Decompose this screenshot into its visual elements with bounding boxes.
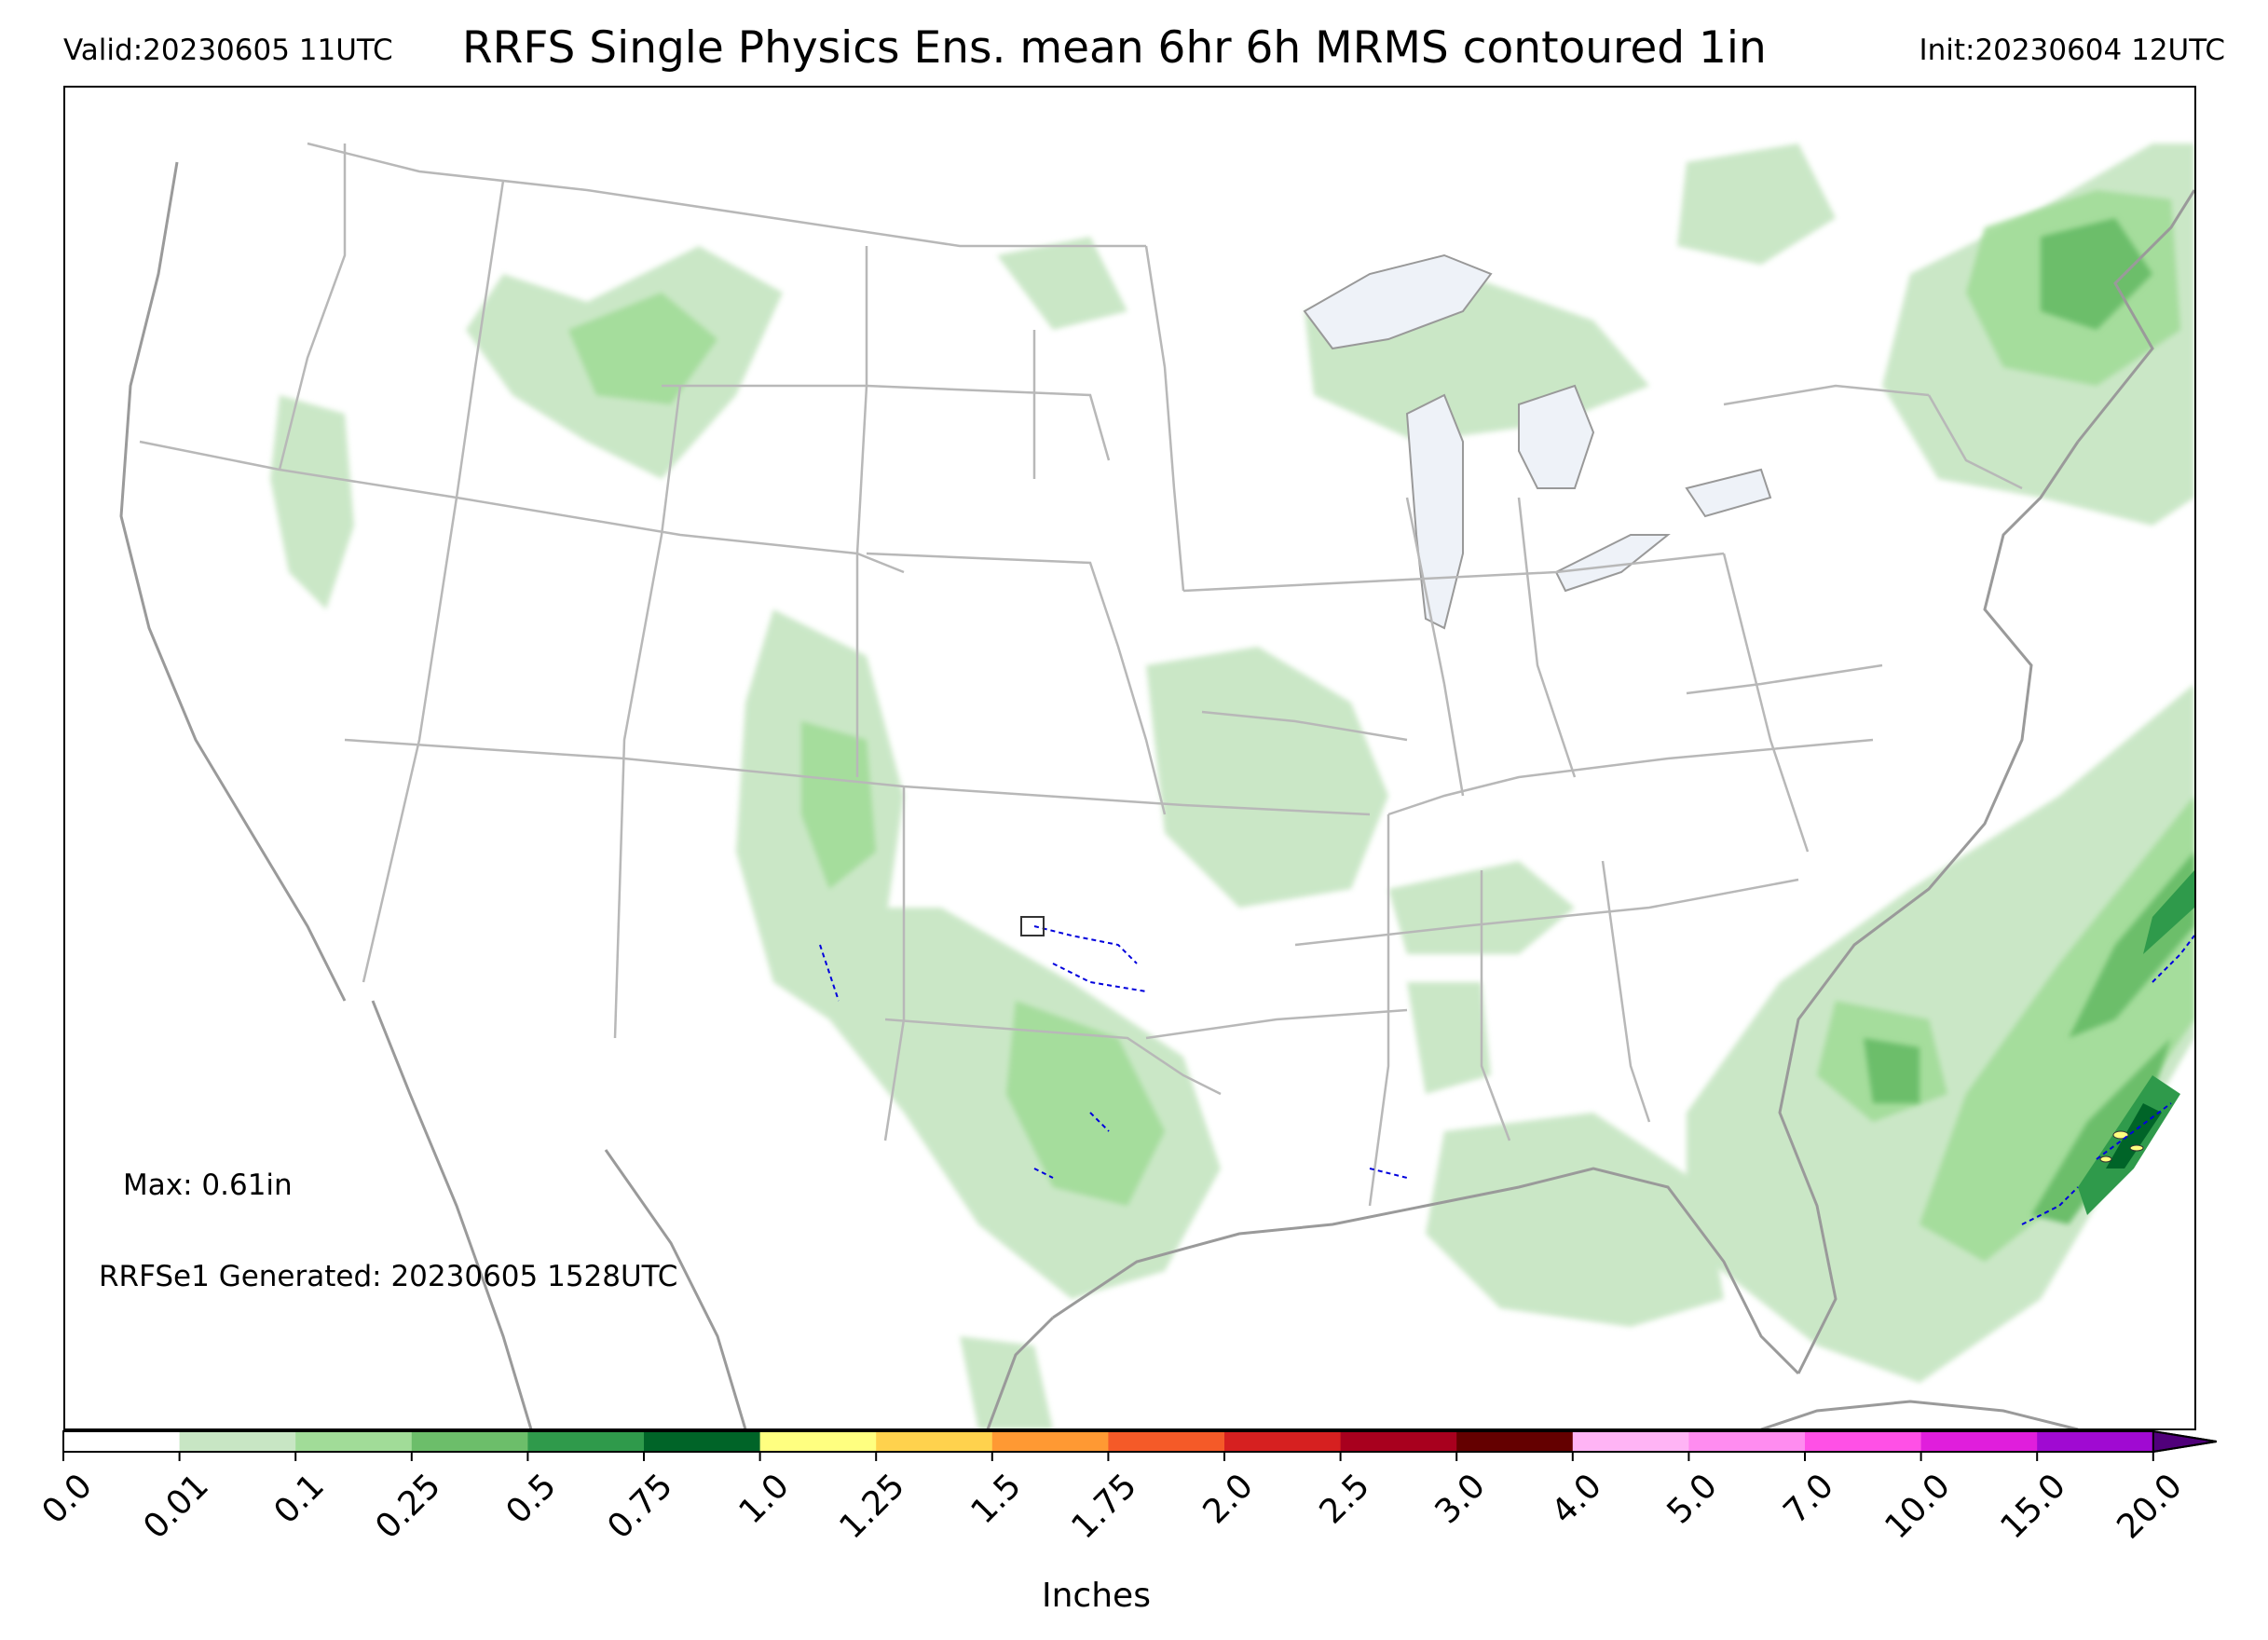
baja-coast <box>371 1000 533 1428</box>
mrms-1in-contours <box>819 925 2194 1225</box>
generated-label: RRFSe1 Generated: 20230605 1528UTC <box>99 1260 678 1293</box>
colorbar-segment <box>1920 1431 2038 1452</box>
precipitation-map <box>119 142 2194 1428</box>
colorbar-tick-label: 4.0 <box>1544 1467 1609 1532</box>
precip-dakota <box>997 237 1127 330</box>
colorbar-tick-label: 5.0 <box>1660 1467 1726 1532</box>
colorbar-outline <box>62 1430 2217 1453</box>
precip-atlantic-mid <box>1920 796 2194 1262</box>
cuba <box>1760 1400 2079 1428</box>
colorbar-tick-label: 2.5 <box>1312 1467 1377 1532</box>
precip-atlantic-peak <box>2106 1103 2162 1168</box>
highlight-box <box>1020 916 1045 936</box>
colorbar-segment <box>759 1431 877 1452</box>
init-time: Init:20230604 12UTC <box>1919 34 2225 67</box>
colorbar-segment <box>644 1431 761 1452</box>
colorbar-segment <box>1688 1431 1806 1452</box>
texas-coast <box>986 1316 1055 1428</box>
colorbar-segment <box>1224 1431 1342 1452</box>
colorbar-segment <box>1805 1431 1922 1452</box>
colorbar-segment <box>1340 1431 1457 1452</box>
colorbar-label: Inches <box>1042 1577 1151 1615</box>
colorbar-segment <box>63 1431 181 1452</box>
colorbar-tick-label: 0.01 <box>135 1467 216 1547</box>
colorbar-segment <box>1572 1431 1689 1452</box>
mexico-coast <box>604 1149 747 1428</box>
colorbar-tick-label: 20.0 <box>2110 1467 2190 1547</box>
colorbar-segment <box>1456 1431 1574 1452</box>
colorbar-tick-label: 1.25 <box>832 1467 913 1547</box>
precip-atlantic-band-1 <box>2069 852 2194 1038</box>
colorbar-segment <box>411 1431 528 1452</box>
map-title: RRFS Single Physics Ens. mean 6hr 6h MRM… <box>462 22 1767 74</box>
colorbar-segment <box>1108 1431 1225 1452</box>
colorbar-tick-label: 10.0 <box>1877 1467 1958 1547</box>
map-panel: Max: 0.61in RRFSe1 Generated: 20230605 1… <box>63 86 2196 1430</box>
colorbar-segment <box>991 1431 1109 1452</box>
precip-idaho <box>270 395 354 609</box>
gulf-coast <box>1052 1167 1800 1375</box>
state-boundaries <box>139 142 2023 1207</box>
precip-heavy-shading <box>1864 218 2194 1224</box>
colorbar-tick-label: 3.0 <box>1428 1467 1494 1532</box>
colorbar-tick-label: 1.0 <box>731 1467 797 1532</box>
colorbar-extend-arrow <box>2152 1429 2217 1454</box>
lake-superior <box>1303 253 1493 350</box>
colorbar-segment <box>179 1431 296 1452</box>
colorbar-tick-label: 1.75 <box>1064 1467 1145 1547</box>
colorbar-tick-label: 0.0 <box>34 1467 100 1532</box>
colorbar-tick-label: 0.1 <box>266 1467 333 1532</box>
colorbar-tick-label: 0.75 <box>600 1467 680 1547</box>
precip-max-shading <box>2106 1103 2162 1168</box>
west-coast <box>119 161 347 1002</box>
precip-montana-core <box>568 293 717 404</box>
colorbar-segment <box>876 1431 993 1452</box>
precip-alabama <box>1407 982 1491 1094</box>
precip-over-1in <box>2099 1130 2144 1163</box>
precip-gulf <box>1426 1113 1724 1327</box>
valid-time: Valid:20230605 11UTC <box>63 34 393 67</box>
lake-michigan <box>1405 393 1464 630</box>
colorbar-segment <box>295 1431 413 1452</box>
colorbar-tick-label: 1.5 <box>963 1467 1029 1532</box>
precip-atlantic-upper-core <box>2143 870 2194 954</box>
florida-east <box>1778 441 2080 1374</box>
northeast-coast <box>2076 189 2194 443</box>
colorbar-tick-label: 7.0 <box>1776 1467 1841 1532</box>
coastlines <box>119 161 2194 1428</box>
precip-texas-core <box>1006 1001 1165 1206</box>
precip-canada-ne <box>1677 144 1836 265</box>
precip-atlantic-band-2 <box>2031 1038 2171 1224</box>
precip-midwest <box>1146 647 1388 908</box>
max-value-label: Max: 0.61in <box>123 1168 293 1202</box>
precip-carolina-core <box>1864 1038 1920 1103</box>
lake-erie <box>1554 534 1671 593</box>
lake-ontario <box>1685 468 1772 518</box>
colorbar-tick-label: 15.0 <box>1993 1467 2074 1547</box>
colorbar-segment <box>527 1431 645 1452</box>
colorbar-tick-label: 0.5 <box>499 1467 565 1532</box>
colorbar-tick-label: 2.0 <box>1195 1467 1261 1532</box>
colorbar-segment <box>2037 1431 2154 1452</box>
lake-huron <box>1518 384 1595 489</box>
colorbar-tick-label: 0.25 <box>368 1467 448 1547</box>
